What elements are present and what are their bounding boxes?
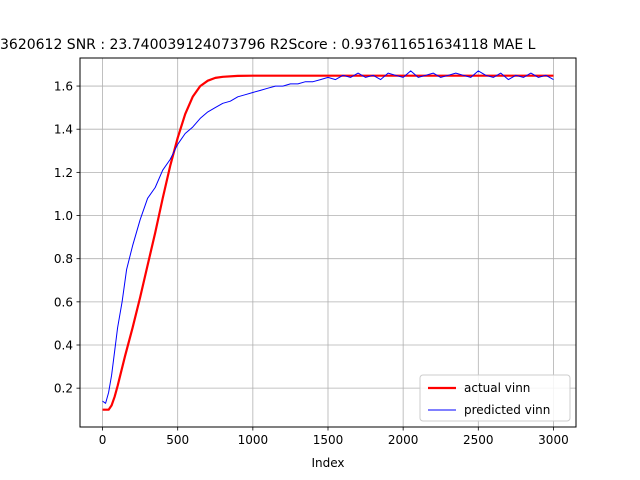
y-tick-label: 1.6 — [54, 80, 73, 94]
legend-label: predicted vinn — [464, 403, 550, 417]
y-tick-label: 0.4 — [54, 339, 73, 353]
x-tick-label: 500 — [166, 433, 189, 447]
legend-box — [419, 374, 571, 422]
legend-label: actual vinn — [464, 381, 530, 395]
x-tick-label: 1000 — [238, 433, 269, 447]
y-tick-label: 1.4 — [54, 123, 73, 137]
y-tick-label: 1.0 — [54, 209, 73, 223]
x-tick-label: 3000 — [538, 433, 569, 447]
chart-title: 3620612 SNR : 23.740039124073796 R2Score… — [0, 37, 536, 53]
x-tick-label: 1500 — [313, 433, 344, 447]
x-axis-ticks: 0 500 1000 1500 2000 2500 3000 — [99, 427, 569, 447]
plot-series — [102, 70, 554, 411]
y-tick-label: 1.2 — [54, 166, 73, 180]
x-axis-label: Index — [311, 456, 344, 470]
series-line-predicted-vinn — [102, 70, 554, 404]
y-axis-ticks: 0.2 0.4 0.6 0.8 1.0 1.2 1.4 1.6 — [54, 80, 80, 396]
x-tick-label: 2500 — [463, 433, 494, 447]
grid-lines — [80, 58, 576, 427]
x-tick-label: 0 — [99, 433, 107, 447]
y-tick-label: 0.8 — [54, 252, 73, 266]
series-line-actual-vinn — [102, 74, 554, 411]
legend: actual vinn predicted vinn — [419, 374, 571, 422]
x-tick-label: 2000 — [388, 433, 419, 447]
y-tick-label: 0.2 — [54, 382, 73, 396]
y-tick-label: 0.6 — [54, 295, 73, 309]
